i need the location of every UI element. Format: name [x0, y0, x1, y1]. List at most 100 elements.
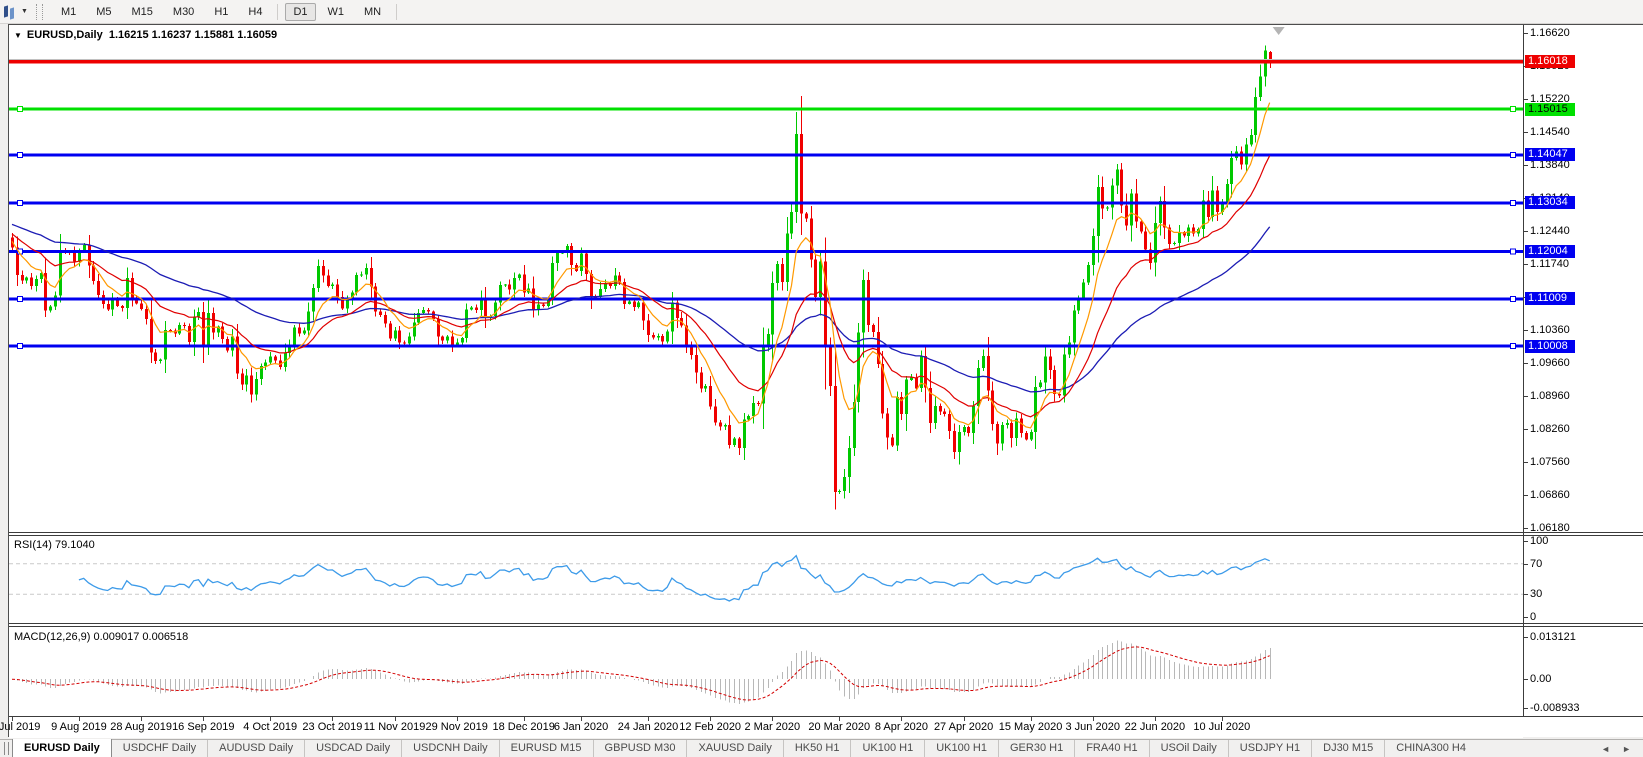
- tf-button-w1[interactable]: W1: [327, 5, 345, 18]
- chart-title-ohlc: 1.16215 1.16237 1.15881 1.16059: [108, 29, 278, 41]
- chart-shift-marker-icon[interactable]: [1272, 27, 1285, 35]
- chart-title-symbol: EURUSD,Daily: [26, 29, 103, 41]
- chart-periods-icon[interactable]: [1, 4, 19, 20]
- tf-button-m1[interactable]: M1: [60, 5, 77, 18]
- rsi-tick-label: 70: [1530, 557, 1543, 570]
- date-tick-mark: [332, 717, 334, 721]
- price-axis-border: [1523, 25, 1524, 716]
- date-tick-mark: [1092, 717, 1094, 721]
- tf-button-h4[interactable]: H4: [248, 5, 263, 18]
- hline-anchor-handle[interactable]: [1510, 295, 1516, 302]
- tab-usdcad-daily[interactable]: USDCAD Daily: [304, 740, 401, 757]
- date-tick-mark: [270, 717, 272, 721]
- date-tick-label: 22 Jun 2020: [1124, 721, 1186, 733]
- tabbar-gripper[interactable]: [4, 742, 9, 755]
- hline-anchor-handle[interactable]: [1510, 151, 1516, 158]
- candles-layer: [11, 45, 1272, 510]
- price-tick-mark: [1524, 131, 1528, 133]
- hline-price-badge: 1.10008: [1525, 339, 1575, 353]
- hline-anchor-handle[interactable]: [17, 106, 23, 113]
- tab-uk100-h1[interactable]: UK100 H1: [850, 740, 924, 757]
- tab-xauusd-daily[interactable]: XAUUSD Daily: [686, 740, 782, 757]
- date-tick-label: 27 Apr 2020: [933, 721, 994, 733]
- tab-usdcnh-daily[interactable]: USDCNH Daily: [401, 740, 499, 757]
- tab-hk50-h1[interactable]: HK50 H1: [782, 740, 851, 757]
- price-tick-mark: [1524, 495, 1528, 497]
- price-tick-mark: [1524, 428, 1528, 430]
- rsi-tick-label: 0: [1530, 611, 1537, 623]
- price-tick-mark: [1524, 362, 1528, 364]
- tab-eurusd-m15[interactable]: EURUSD M15: [498, 740, 593, 757]
- tab-usoil-daily[interactable]: USOil Daily: [1148, 740, 1228, 757]
- tf-button-h1[interactable]: H1: [214, 5, 229, 18]
- chart-title: ▼ EURUSD,Daily 1.16215 1.16237 1.15881 1.…: [14, 29, 277, 41]
- date-tick-mark: [394, 717, 396, 721]
- tab-eurusd-daily[interactable]: EURUSD Daily: [12, 739, 112, 757]
- macd-tick-label: 0.013121: [1530, 631, 1576, 643]
- tab-usdjpy-h1[interactable]: USDJPY H1: [1227, 740, 1311, 757]
- rsi-tick-label: 100: [1530, 535, 1549, 547]
- tab-audusd-daily[interactable]: AUDUSD Daily: [207, 740, 304, 757]
- rsi-tick-mark: [1524, 617, 1528, 618]
- hline-anchor-handle[interactable]: [17, 151, 23, 158]
- tab-china300-h4[interactable]: CHINA300 H4: [1384, 740, 1477, 757]
- panel-separator[interactable]: [9, 623, 1643, 627]
- macd-panel-canvas[interactable]: [9, 629, 1523, 715]
- macd-tick-label: 0.00: [1530, 673, 1552, 686]
- price-tick-label: 1.10360: [1530, 323, 1570, 336]
- date-tick-mark: [12, 717, 13, 721]
- tab-dj30-m15[interactable]: DJ30 M15: [1311, 740, 1384, 757]
- chart-bottom-border: [9, 716, 1643, 717]
- price-tick-label: 1.11740: [1530, 258, 1569, 271]
- toolbar-gripper[interactable]: [35, 3, 43, 20]
- date-tick-label: 28 Aug 2019: [110, 721, 172, 733]
- tab-usdchf-daily[interactable]: USDCHF Daily: [122, 742, 197, 754]
- hline-anchor-handle[interactable]: [1510, 106, 1516, 113]
- hline-anchor-handle[interactable]: [17, 343, 23, 350]
- price-tick-label: 1.06180: [1530, 521, 1570, 534]
- tab-fra40-h1[interactable]: FRA40 H1: [1074, 740, 1148, 757]
- price-tick-mark: [1524, 33, 1528, 34]
- tf-button-mn[interactable]: MN: [364, 5, 382, 18]
- date-tick-mark: [78, 717, 80, 721]
- price-tick-mark: [1524, 462, 1528, 464]
- panel-separator[interactable]: [9, 532, 1643, 536]
- one-click-trading-collapse-icon[interactable]: ▼: [14, 31, 22, 40]
- date-tick-mark: [203, 717, 205, 721]
- date-tick-mark: [1154, 717, 1156, 721]
- hline-price-badge: 1.11009: [1525, 292, 1575, 306]
- date-tick-label: 24 Jan 2020: [617, 721, 679, 733]
- tab-scroll-right-icon[interactable]: ►: [1622, 744, 1631, 754]
- rsi-tick-label: 30: [1530, 588, 1543, 601]
- date-tick-label: 9 Aug 2019: [51, 721, 107, 733]
- hline-anchor-handle[interactable]: [17, 295, 23, 302]
- date-tick-label: 16 Sep 2019: [172, 721, 235, 733]
- hline-anchor-handle[interactable]: [1510, 343, 1516, 350]
- tf-button-m5[interactable]: M5: [96, 5, 112, 18]
- date-tick-label: 4 Oct 2019: [243, 721, 298, 733]
- price-tick-label: 1.09660: [1530, 356, 1570, 369]
- rsi-panel-canvas[interactable]: [9, 537, 1523, 621]
- tab-ger30-h1[interactable]: GER30 H1: [998, 740, 1074, 757]
- toolbar-dropdown-caret-icon[interactable]: ▼: [21, 8, 28, 15]
- price-tick-mark: [1524, 395, 1528, 397]
- rsi-tick-mark: [1524, 594, 1528, 596]
- hline-anchor-handle[interactable]: [1510, 248, 1516, 255]
- macd-signal-line: [11, 646, 1270, 701]
- hline-price-badge: 1.13034: [1525, 196, 1575, 210]
- tab-gbpusd-m30[interactable]: GBPUSD M30: [592, 740, 687, 757]
- tab-scroll-left-icon[interactable]: ◄: [1601, 744, 1611, 754]
- price-tick-label: 1.13840: [1530, 158, 1570, 171]
- hline-anchor-handle[interactable]: [17, 199, 23, 206]
- tab-uk100-h1[interactable]: UK100 H1: [924, 740, 998, 757]
- date-tick-label: 29 Nov 2019: [425, 721, 488, 733]
- tf-button-d1[interactable]: D1: [285, 2, 316, 21]
- hline-anchor-handle[interactable]: [1510, 199, 1516, 206]
- tf-button-m15[interactable]: M15: [131, 5, 153, 18]
- tf-button-m30[interactable]: M30: [172, 5, 195, 18]
- candlestick-chart-canvas[interactable]: [9, 26, 1523, 531]
- date-tick-label: 6 Jan 2020: [553, 721, 609, 733]
- macd-tick-label: -0.008933: [1530, 701, 1580, 714]
- tab-scroll-arrows: ◄ ►: [1595, 740, 1643, 757]
